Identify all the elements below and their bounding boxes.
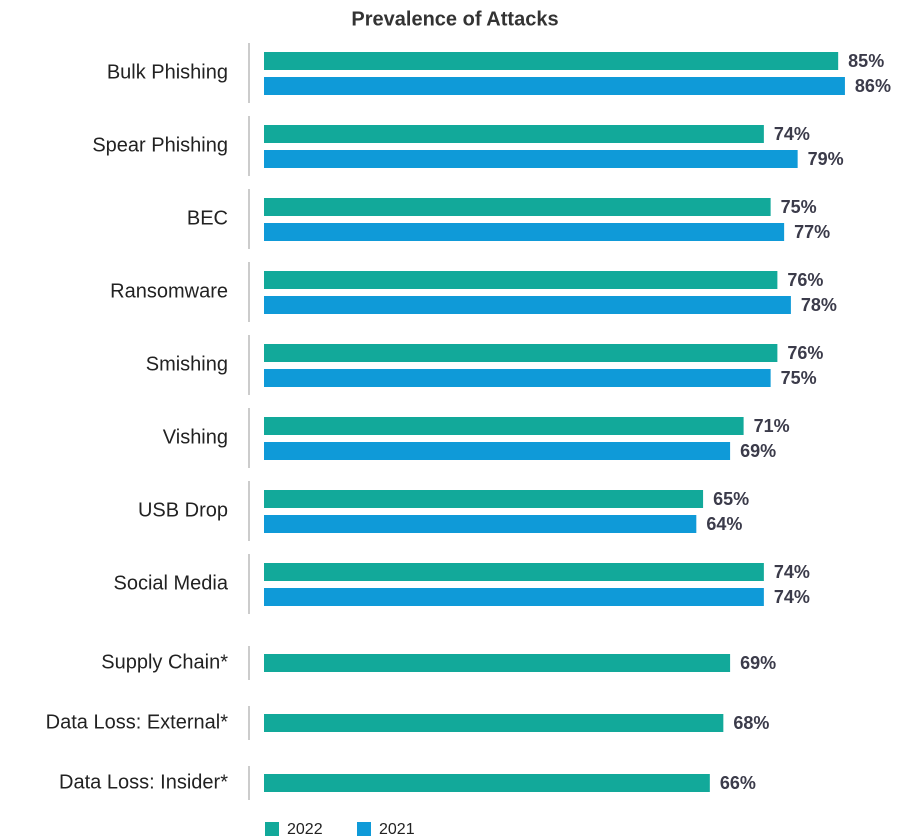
value-label: 74% [774,124,810,144]
bar [264,515,697,533]
bar [264,417,744,435]
category-label: Ransomware [110,280,228,302]
value-label: 74% [774,587,810,607]
category-label: Vishing [163,426,228,448]
bar [264,52,839,70]
category-label: Supply Chain* [101,651,228,673]
value-label: 66% [720,773,756,793]
legend-swatch [357,822,371,836]
value-label: 76% [787,270,823,290]
legend-label: 2021 [379,821,415,838]
value-label: 85% [848,51,884,71]
legend-swatch [265,822,279,836]
value-label: 68% [733,713,769,733]
bar [264,714,724,732]
value-label: 69% [740,653,776,673]
bar [264,563,764,581]
value-label: 65% [713,489,749,509]
category-label: Smishing [146,353,228,375]
chart-title: Prevalence of Attacks [351,8,558,30]
value-label: 69% [740,441,776,461]
bar [264,369,771,387]
value-label: 86% [855,76,891,96]
bar [264,774,710,792]
legend-label: 2022 [287,821,323,838]
value-label: 64% [706,514,742,534]
value-label: 75% [781,368,817,388]
category-label: BEC [187,207,228,229]
bar [264,442,731,460]
bar [264,654,731,672]
category-label: Data Loss: Insider* [59,771,228,793]
category-label: Data Loss: External* [46,711,229,733]
bar [264,77,845,95]
bar [264,223,785,241]
value-label: 78% [801,295,837,315]
bar [264,198,771,216]
category-label: Social Media [113,572,228,594]
bar [264,150,798,168]
bar [264,490,704,508]
bar [264,296,791,314]
category-label: Spear Phishing [92,134,228,156]
bar [264,271,778,289]
bar [264,588,764,606]
value-label: 75% [781,197,817,217]
bar [264,125,764,143]
value-label: 77% [794,222,830,242]
value-label: 76% [787,343,823,363]
category-label: USB Drop [138,499,228,521]
bar [264,344,778,362]
value-label: 71% [754,416,790,436]
value-label: 74% [774,562,810,582]
category-label: Bulk Phishing [107,61,228,83]
value-label: 79% [808,149,844,169]
